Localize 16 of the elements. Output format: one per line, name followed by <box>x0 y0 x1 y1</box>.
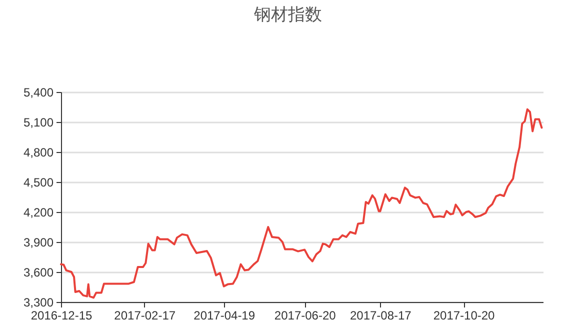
chart-title: 钢材指数 <box>253 5 322 24</box>
y-tick-label: 4,200 <box>23 206 54 220</box>
y-tick-label: 3,900 <box>23 236 54 250</box>
x-tick-label: 2017-04-19 <box>194 308 256 322</box>
y-tick-label: 4,800 <box>23 146 54 160</box>
x-tick-label: 2016-12-15 <box>30 308 93 322</box>
y-tick-label: 5,400 <box>23 86 54 100</box>
y-tick-label: 3,600 <box>23 266 54 280</box>
y-tick-label: 3,300 <box>23 296 54 310</box>
y-tick-label: 4,500 <box>23 176 54 190</box>
x-tick-label: 2017-02-17 <box>114 308 176 322</box>
y-tick-label: 5,100 <box>23 116 54 130</box>
line-series <box>60 108 543 299</box>
x-tick-label: 2017-06-20 <box>274 308 336 322</box>
x-tick-label: 2017-10-20 <box>433 308 496 322</box>
x-tick-label: 2017-08-17 <box>350 308 412 322</box>
